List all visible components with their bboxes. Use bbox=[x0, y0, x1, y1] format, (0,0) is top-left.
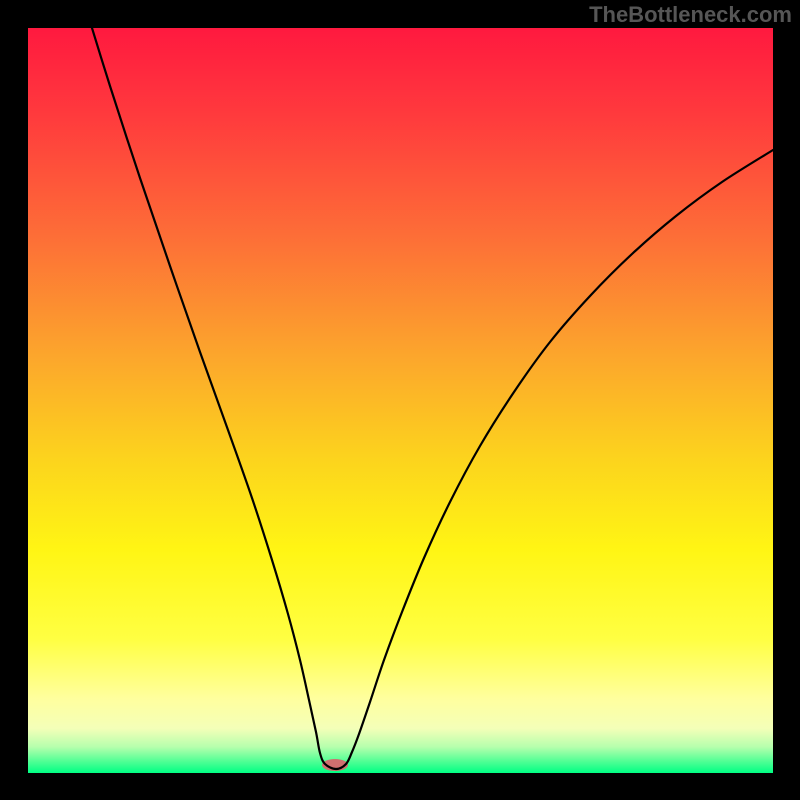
watermark-text: TheBottleneck.com bbox=[589, 2, 792, 28]
bottleneck-chart bbox=[0, 0, 800, 800]
plot-background-gradient bbox=[28, 28, 773, 773]
chart-container: TheBottleneck.com bbox=[0, 0, 800, 800]
